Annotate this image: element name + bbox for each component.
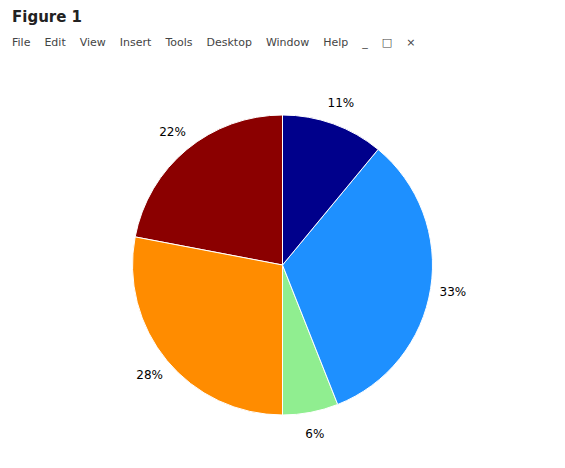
annotation: Window bbox=[266, 36, 309, 49]
annotation: File bbox=[12, 36, 31, 49]
annotation: Edit bbox=[44, 36, 66, 49]
data-label: 33% bbox=[440, 285, 467, 299]
data-label: 22% bbox=[159, 125, 186, 139]
data-label: 28% bbox=[136, 368, 163, 382]
label-group: 22% 28% 6% 33% 11% bbox=[136, 96, 466, 442]
annotation: _ bbox=[361, 36, 368, 49]
annotation: Tools bbox=[164, 36, 192, 49]
annotation: Help bbox=[323, 36, 348, 49]
pie-group bbox=[133, 115, 433, 415]
chart-svg: Figure 1 File Edit View Insert Tools Desktop Wi… bbox=[0, 0, 565, 468]
annotation: □ bbox=[382, 36, 392, 49]
annotation: Insert bbox=[120, 36, 152, 49]
pie-slice bbox=[133, 237, 283, 415]
pie-slice bbox=[283, 115, 379, 265]
chart-title: Figure 1 bbox=[12, 8, 82, 26]
annotation: View bbox=[80, 36, 106, 49]
data-label: 11% bbox=[328, 96, 355, 110]
data-label: 6% bbox=[305, 427, 324, 441]
annotation: Desktop bbox=[207, 36, 252, 49]
annotation: × bbox=[406, 36, 415, 49]
